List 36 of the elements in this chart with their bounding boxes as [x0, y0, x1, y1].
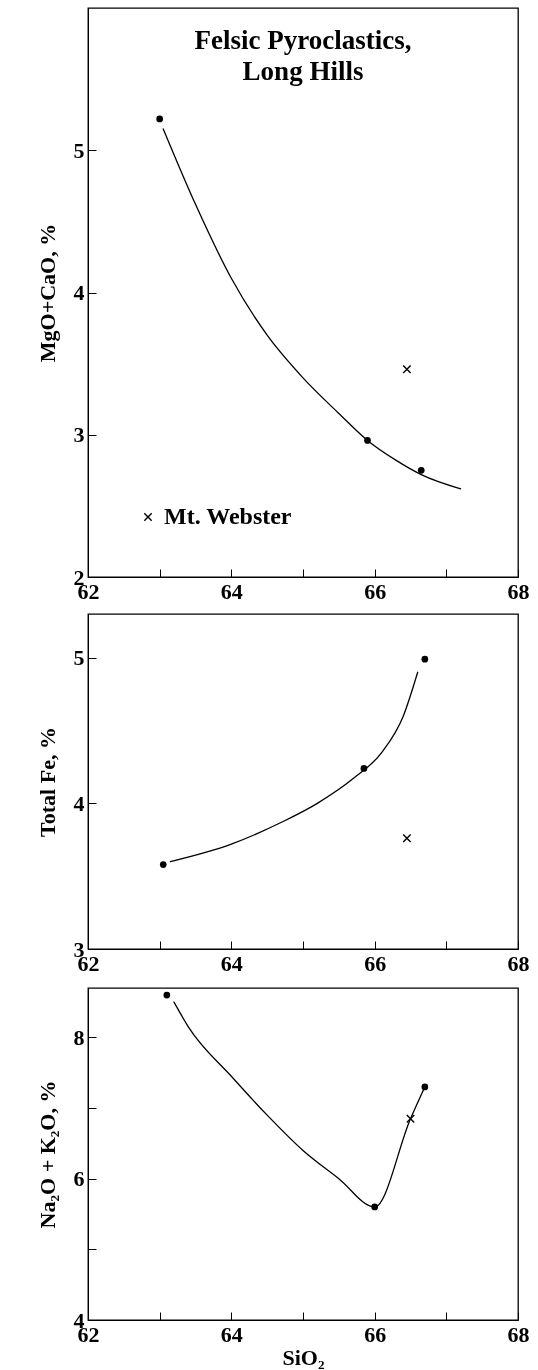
point	[156, 115, 164, 123]
point	[421, 1083, 429, 1091]
line-series	[169, 671, 419, 863]
x-tick-label: 64	[220, 950, 243, 976]
x-tick-label: 66	[364, 578, 387, 604]
point	[364, 437, 371, 444]
y-tick-label: 5	[73, 137, 85, 163]
point	[360, 765, 368, 772]
point	[159, 861, 167, 868]
point	[402, 833, 412, 843]
y-tick-label: 4	[73, 280, 85, 305]
y-tick-label: 3	[73, 422, 85, 448]
legend-label: Mt. Webster	[164, 503, 292, 529]
point	[406, 1114, 415, 1124]
y-tick-label: 4	[73, 790, 85, 816]
x-tick-label: 66	[364, 950, 387, 976]
x-tick-label: 68	[507, 1321, 530, 1347]
y-tick-label: 5	[73, 645, 85, 671]
point	[371, 1203, 379, 1211]
x-tick-label: 64	[220, 1321, 243, 1347]
point	[163, 991, 171, 999]
y-axis-title: Na₂O + K₂O, %	[34, 1080, 60, 1229]
x-tick-label: 68	[507, 950, 530, 976]
x-tick-label: 64	[220, 578, 243, 604]
point	[421, 655, 429, 663]
x-tick-label: 68	[507, 578, 530, 604]
line-series	[162, 128, 462, 490]
x-tick-label: 66	[364, 1321, 387, 1347]
y-tick-label: 6	[73, 1166, 85, 1192]
y-axis-title: Total Fe, %	[34, 727, 60, 837]
y-axis-title: MgO+CaO, %	[34, 223, 60, 363]
point	[402, 364, 412, 374]
x-axis-title: SiO₂	[282, 1344, 325, 1370]
text: Felsic Pyroclastics, Long Hills	[194, 25, 412, 86]
point	[417, 466, 425, 474]
y-tick-label: 8	[73, 1024, 85, 1050]
